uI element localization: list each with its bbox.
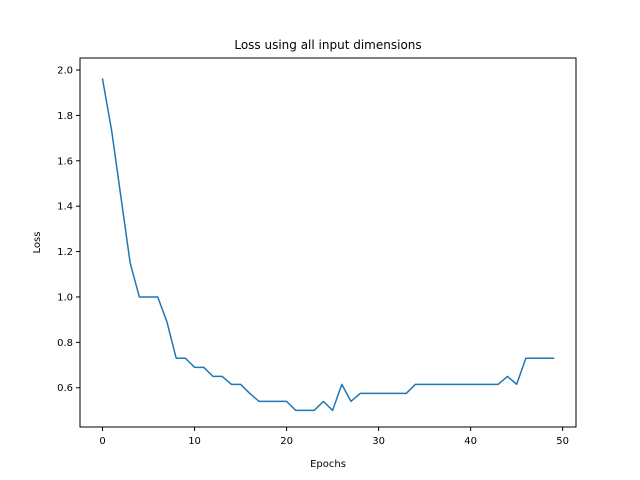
x-axis: 0 10 20 30 40 50 (99, 427, 569, 447)
x-tick-label: 10 (188, 436, 201, 447)
plot-area (101, 78, 555, 412)
y-tick-label: 1.0 (57, 292, 73, 303)
x-tick-label: 20 (280, 436, 293, 447)
x-tick-label: 50 (556, 436, 569, 447)
x-tick-label: 30 (372, 436, 385, 447)
y-tick-label: 1.8 (57, 111, 73, 122)
axes-frame (79, 57, 577, 428)
y-tick-label: 2.0 (57, 66, 73, 77)
y-tick-label: 0.6 (57, 383, 73, 394)
y-tick-label: 1.2 (57, 247, 73, 258)
x-tick-label: 40 (464, 436, 477, 447)
y-axis-label: Loss (32, 232, 43, 254)
x-axis-label: Epochs (310, 459, 346, 470)
y-tick-label: 0.8 (57, 338, 73, 349)
loss-series-line (101, 78, 555, 412)
y-axis: 0.6 0.8 1.0 1.2 1.4 1.6 1.8 2.0 (57, 66, 80, 394)
y-tick-label: 1.4 (57, 202, 73, 213)
x-tick-label: 0 (99, 436, 105, 447)
y-tick-label: 1.6 (57, 156, 73, 167)
chart-title: Loss using all input dimensions (234, 38, 421, 52)
